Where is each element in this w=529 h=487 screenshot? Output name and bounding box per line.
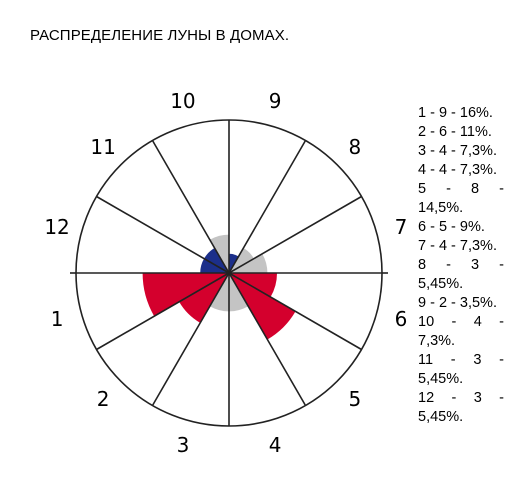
house-number-label: 1 (51, 307, 64, 331)
house-number-label: 11 (90, 135, 115, 159)
house-11-wedge (204, 248, 229, 273)
legend-item: 6 - 5 - 9%. (418, 219, 485, 235)
legend-item: 7 - 4 - 7,3%. (418, 238, 497, 254)
legend-item: 1 - 9 - 16%. (418, 105, 493, 121)
cusp-line (228, 195, 362, 274)
legend-item: 10 - 4 - 7,3%. (418, 314, 504, 349)
house-number-label: 8 (349, 135, 362, 159)
chart-frame (70, 119, 388, 427)
legend-item: 2 - 6 - 11%. (418, 124, 492, 140)
house-number-label: 2 (97, 387, 110, 411)
house-6-wedge (229, 273, 277, 297)
page-title: РАСПРЕДЕЛЕНИЕ ЛУНЫ В ДОМАХ. (30, 27, 290, 44)
legend: 1 - 9 - 16%. 2 - 6 - 11%. 3 - 4 - 7,3%. 4 -… (418, 104, 504, 427)
house-number-label: 6 (395, 307, 408, 331)
cusp-line (151, 272, 230, 406)
house-number-label: 10 (170, 89, 195, 113)
legend-item: 9 - 2 - 3,5%. (418, 295, 497, 311)
legend-item: 4 - 4 - 7,3%. (418, 162, 497, 178)
cusp-line (96, 272, 230, 351)
house-number-label: 7 (395, 215, 408, 239)
house-5-wedge (229, 273, 296, 340)
house-number-label: 9 (269, 89, 282, 113)
cusp-line (228, 272, 362, 351)
house-number-label: 4 (269, 433, 282, 457)
cusp-line (228, 140, 307, 274)
cusp-line (96, 195, 230, 274)
legend-item: 12 - 3 - 5,45%. (418, 390, 504, 425)
house-number-label: 3 (177, 433, 190, 457)
cusp-line (228, 272, 307, 406)
legend-item: 11 - 3 - 5,45%. (418, 352, 504, 387)
cusp-line (151, 140, 230, 274)
house-2-wedge (179, 273, 229, 323)
house-8-wedge (229, 248, 254, 273)
house-1-wedge (142, 273, 229, 317)
house-number-label: 12 (44, 215, 69, 239)
wedge-layer (142, 234, 296, 340)
legend-item: 8 - 3 - 5,45%. (418, 257, 504, 292)
house-number-label: 5 (349, 387, 362, 411)
legend-item: 5 - 8 - 14,5%. (418, 181, 504, 216)
legend-item: 3 - 4 - 7,3%. (418, 143, 497, 159)
